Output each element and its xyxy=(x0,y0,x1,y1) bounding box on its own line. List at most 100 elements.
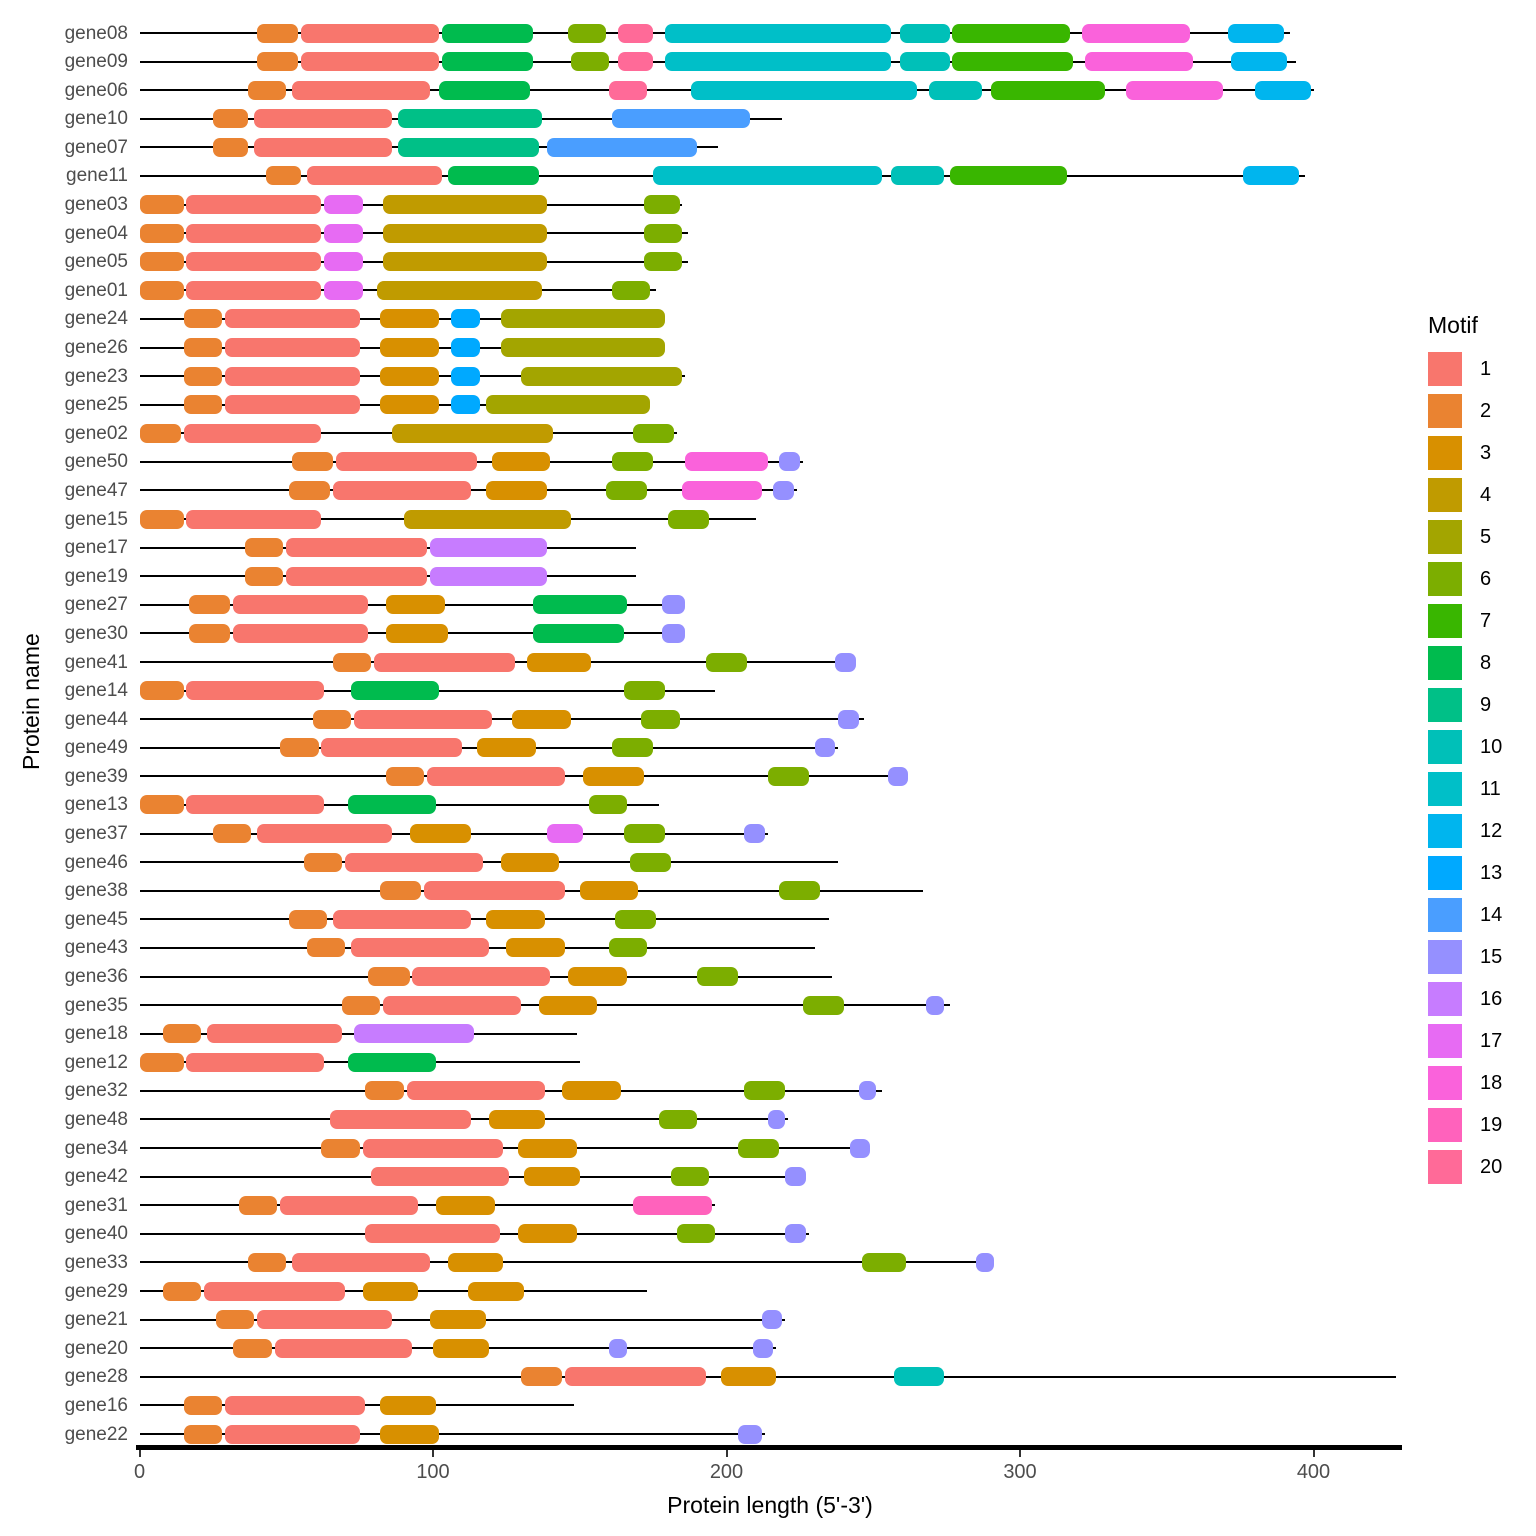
y-axis-label-gene36: gene36 xyxy=(64,966,128,988)
motif-block-1-gene17 xyxy=(286,538,428,558)
motif-block-19-gene31 xyxy=(632,1195,712,1215)
legend-label-14: 14 xyxy=(1480,904,1503,926)
motif-block-2-gene20 xyxy=(233,1338,272,1358)
motif-block-1-gene50 xyxy=(336,452,478,472)
motif-block-11-gene06 xyxy=(691,80,918,100)
motif-block-1-gene22 xyxy=(224,1424,360,1444)
motif-block-6-gene48 xyxy=(658,1109,698,1129)
motif-block-18-gene06 xyxy=(1125,80,1223,100)
motif-block-15-gene49 xyxy=(814,738,836,758)
motif-block-6-gene03 xyxy=(644,195,680,215)
motif-block-1-gene38 xyxy=(424,881,566,901)
motif-block-2-gene46 xyxy=(303,852,342,872)
motif-block-11-gene11 xyxy=(653,166,883,186)
protein-line-gene44 xyxy=(139,718,865,721)
y-axis-label-gene49: gene49 xyxy=(64,737,128,759)
motif-block-6-gene43 xyxy=(609,938,648,958)
motif-block-3-gene27 xyxy=(386,595,445,615)
y-axis-label-gene08: gene08 xyxy=(64,22,128,44)
legend-label-9: 9 xyxy=(1480,694,1492,716)
motif-block-8-gene08 xyxy=(441,23,533,43)
motif-block-14-gene10 xyxy=(612,109,750,129)
motif-block-3-gene50 xyxy=(491,452,551,472)
x-tick-label-400: 400 xyxy=(1296,1461,1331,1483)
y-axis-label-gene46: gene46 xyxy=(64,851,128,873)
motif-block-5-gene26 xyxy=(500,338,665,357)
legend-label-13: 13 xyxy=(1480,862,1503,884)
motif-block-1-gene01 xyxy=(186,280,322,300)
motif-block-2-gene45 xyxy=(289,909,328,929)
motif-block-1-gene48 xyxy=(330,1109,472,1129)
motif-block-3-gene16 xyxy=(380,1395,436,1415)
legend-swatch-13 xyxy=(1428,856,1462,890)
motif-block-13-gene23 xyxy=(450,366,480,386)
legend-label-11: 11 xyxy=(1480,778,1501,800)
motif-block-15-gene41 xyxy=(835,652,856,672)
motif-block-3-gene38 xyxy=(579,881,639,901)
legend-label-12: 12 xyxy=(1480,820,1503,842)
motif-block-1-gene46 xyxy=(344,852,483,872)
motif-block-1-gene36 xyxy=(412,967,551,987)
motif-block-1-gene09 xyxy=(300,52,439,72)
legend-label-8: 8 xyxy=(1480,652,1492,674)
motif-block-6-gene08 xyxy=(568,23,607,43)
motif-block-6-gene47 xyxy=(606,480,648,500)
motif-block-2-gene09 xyxy=(256,52,298,72)
motif-block-3-gene45 xyxy=(485,909,545,929)
motif-block-12-gene11 xyxy=(1243,166,1299,186)
motif-block-6-gene44 xyxy=(641,709,680,729)
motif-block-2-gene34 xyxy=(321,1138,360,1158)
y-axis-label-gene50: gene50 xyxy=(64,451,128,473)
motif-block-3-gene30 xyxy=(386,623,448,643)
motif-block-6-gene39 xyxy=(767,766,809,786)
legend-swatch-10 xyxy=(1428,730,1462,764)
motif-block-6-gene46 xyxy=(629,852,671,872)
motif-block-2-gene44 xyxy=(312,709,351,729)
motif-block-1-gene33 xyxy=(292,1252,431,1272)
motif-block-6-gene34 xyxy=(738,1138,780,1158)
motif-block-4-gene04 xyxy=(383,223,548,243)
motif-block-1-gene23 xyxy=(224,366,360,386)
motif-block-2-gene30 xyxy=(189,623,231,643)
y-axis-label-gene38: gene38 xyxy=(64,880,128,902)
motif-block-1-gene19 xyxy=(286,566,428,586)
motif-block-2-gene01 xyxy=(139,280,184,300)
motif-block-15-gene20 xyxy=(609,1338,627,1358)
motif-block-2-gene31 xyxy=(239,1195,278,1215)
motif-block-3-gene35 xyxy=(538,995,598,1015)
motif-block-1-gene26 xyxy=(224,338,360,357)
motif-block-2-gene19 xyxy=(245,566,284,586)
motif-block-2-gene32 xyxy=(365,1081,404,1101)
motif-block-3-gene44 xyxy=(512,709,571,729)
motif-block-1-gene28 xyxy=(565,1367,706,1387)
motif-block-15-gene20 xyxy=(752,1338,774,1358)
motif-block-1-gene39 xyxy=(427,766,566,786)
y-axis-label-gene07: gene07 xyxy=(64,136,128,158)
y-axis-label-gene09: gene09 xyxy=(64,51,128,73)
motif-block-16-gene19 xyxy=(430,566,548,586)
y-axis-label-gene18: gene18 xyxy=(64,1023,128,1045)
motif-block-3-gene43 xyxy=(506,938,566,958)
y-axis-label-gene43: gene43 xyxy=(64,937,128,959)
motif-block-1-gene03 xyxy=(186,195,322,215)
motif-block-2-gene36 xyxy=(368,967,410,987)
motif-block-11-gene09 xyxy=(664,52,891,72)
motif-block-1-gene47 xyxy=(333,480,472,500)
motif-block-2-gene28 xyxy=(521,1367,563,1387)
motif-block-1-gene11 xyxy=(306,166,442,186)
motif-block-8-gene27 xyxy=(532,595,627,615)
motif-block-1-gene30 xyxy=(233,623,369,643)
motif-block-15-gene37 xyxy=(744,824,765,844)
motif-block-1-gene04 xyxy=(186,223,322,243)
motif-block-2-gene37 xyxy=(212,824,252,844)
legend-label-6: 6 xyxy=(1480,568,1492,590)
motif-block-3-gene20 xyxy=(433,1338,489,1358)
motif-block-1-gene32 xyxy=(406,1081,545,1101)
protein-line-gene31 xyxy=(139,1204,715,1207)
motif-block-17-gene04 xyxy=(324,223,363,243)
legend-swatch-8 xyxy=(1428,646,1462,680)
motif-block-3-gene21 xyxy=(430,1310,486,1330)
motif-block-20-gene06 xyxy=(609,80,648,100)
motif-block-16-gene17 xyxy=(430,538,548,558)
